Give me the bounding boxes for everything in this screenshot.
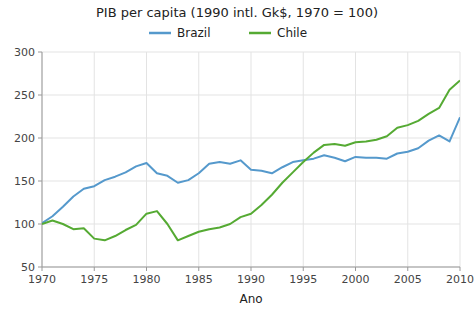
x-tick-label: 1980 [133, 273, 161, 286]
grid-line [146, 52, 147, 267]
title: PIB per capita (1990 intl. Gk$, 1970 = 1… [96, 5, 378, 20]
x-tick-label: 2010 [446, 273, 474, 286]
tick-mark [38, 267, 42, 268]
legend-label: Chile [277, 26, 307, 40]
grid-line [251, 52, 252, 267]
y-axis [42, 52, 43, 267]
x-tick-label: 2000 [342, 273, 370, 286]
tick-mark [146, 267, 147, 271]
legend-label: Brazil [177, 26, 211, 40]
grid-line [42, 52, 43, 267]
chart: PIB per capita (1990 intl. Gk$, 1970 = 1… [0, 0, 474, 309]
plot-area [42, 80, 460, 240]
grid-line [42, 95, 460, 96]
legend-swatch [149, 32, 171, 35]
tick-mark [38, 138, 42, 139]
ticks: 1970 1975 1980 1985 1990 1995 2000 2005 2010 50 10… [14, 46, 474, 286]
grid-line [42, 224, 460, 225]
x-tick-label: 1985 [185, 273, 213, 286]
y-tick-label: 150 [14, 175, 35, 188]
tick-mark [460, 267, 461, 271]
x-tick-label: 1975 [80, 273, 108, 286]
tick-mark [38, 181, 42, 182]
tick-mark [38, 224, 42, 225]
x-tick-label: 1970 [28, 273, 56, 286]
x-axis-label: Ano [239, 292, 262, 306]
grid-line [42, 138, 460, 139]
legend-swatch [249, 32, 271, 35]
tick-mark [94, 267, 95, 271]
grid-line [355, 52, 356, 267]
grid-line [198, 52, 199, 267]
tick-mark [303, 267, 304, 271]
y-tick-label: 200 [14, 132, 35, 145]
tick-mark [42, 267, 43, 271]
y-tick-label: 250 [14, 89, 35, 102]
tick-mark [355, 267, 356, 271]
y-tick-label: 100 [14, 218, 35, 231]
y-tick-label: 300 [14, 46, 35, 59]
x-tick-label: 1995 [289, 273, 317, 286]
tick-mark [38, 95, 42, 96]
y-tick-label: 50 [21, 261, 35, 274]
grid-line [407, 52, 408, 267]
grid-line [460, 52, 461, 267]
tick-mark [251, 267, 252, 271]
tick-mark [38, 52, 42, 53]
x-tick-label: 1990 [237, 273, 265, 286]
tick-mark [198, 267, 199, 271]
line [42, 117, 460, 223]
grid-line [42, 52, 460, 53]
x-tick-label: 2005 [394, 273, 422, 286]
grid [42, 52, 460, 267]
tick-mark [407, 267, 408, 271]
grid-line [94, 52, 95, 267]
legend: Brazil Chile [149, 26, 307, 40]
line [42, 80, 460, 240]
